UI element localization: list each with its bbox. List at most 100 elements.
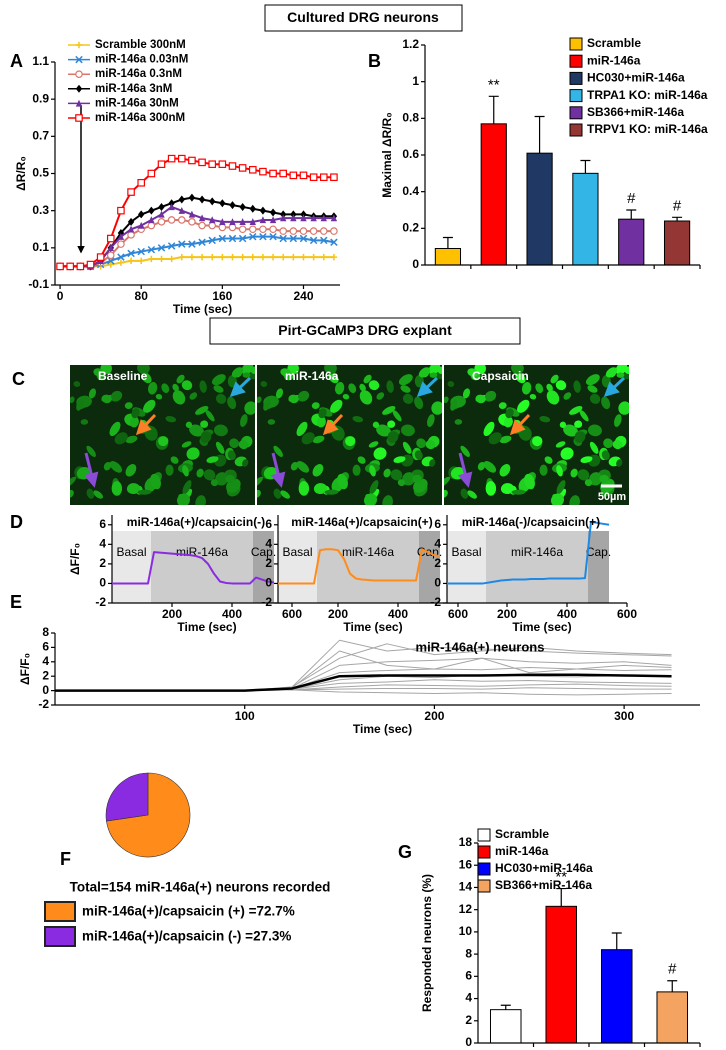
legend-label: Scramble 300nM: [95, 39, 186, 51]
cell: [615, 365, 628, 375]
cell: [227, 450, 236, 461]
cell: [569, 405, 583, 415]
cell: [556, 465, 563, 477]
marker: [218, 234, 227, 243]
image-label: miR-146a: [285, 369, 339, 383]
y-tick-label: 1: [412, 74, 419, 88]
cell: [402, 393, 414, 404]
cell: [550, 374, 559, 384]
marker: [208, 221, 217, 230]
cell: [416, 438, 426, 449]
cell: [176, 493, 191, 505]
legend-marker: [75, 114, 83, 122]
marker: [86, 260, 95, 269]
cell: [475, 394, 486, 404]
series-line: [60, 235, 335, 268]
cell: [460, 445, 470, 457]
cell: [93, 368, 104, 377]
marker: [127, 231, 135, 239]
cell: [485, 481, 497, 496]
bar: [663, 220, 691, 266]
marker: [127, 188, 135, 196]
cell: [539, 416, 551, 423]
chart-title: Total=154 miR-146a(+) neurons recorded: [70, 880, 331, 895]
marker: [330, 238, 338, 246]
chart-title: miR-146a(+)/capsaicin(-): [127, 515, 265, 529]
cell: [199, 380, 207, 393]
cell: [397, 479, 406, 487]
marker: [188, 253, 196, 261]
cell: [428, 365, 441, 375]
series-line: [447, 520, 610, 585]
marker: [218, 223, 227, 232]
y-tick-label: 2: [265, 556, 272, 570]
cell: [569, 495, 580, 505]
cell: [240, 414, 248, 427]
y-tick-label: 2: [99, 556, 106, 570]
y-axis-label: ΔF/F₀: [68, 543, 82, 575]
y-tick-label: 0: [99, 576, 106, 590]
y-tick-label: 0.3: [32, 203, 49, 217]
cell: [215, 441, 225, 454]
cell: [579, 410, 589, 422]
cell: [206, 456, 219, 463]
cell: [150, 473, 161, 490]
marker: [309, 227, 318, 235]
y-tick-label: 6: [265, 517, 272, 531]
legend-label: miR-146a: [495, 844, 549, 858]
cell: [260, 381, 268, 388]
cell: [431, 401, 442, 415]
scale-bar-label: 50µm: [598, 491, 627, 503]
arrow: [457, 452, 473, 488]
marker: [147, 245, 156, 254]
cell: [414, 396, 424, 410]
marker: [228, 223, 237, 232]
x-tick-label: 600: [282, 607, 302, 621]
cell: [363, 374, 372, 384]
marker: [259, 232, 267, 241]
cell: [499, 435, 512, 444]
cell: [435, 371, 442, 380]
marker: [309, 173, 318, 182]
marker: [66, 262, 75, 271]
marker: [147, 169, 156, 178]
marker: [229, 218, 236, 226]
cell: [86, 488, 95, 499]
cell: [205, 410, 215, 422]
x-axis-label: Time (sec): [512, 620, 571, 634]
x-axis-label: Time (sec): [177, 620, 236, 634]
marker: [177, 216, 186, 224]
cell: [345, 436, 356, 447]
cell: [383, 468, 391, 478]
region: [486, 531, 588, 603]
cell: [185, 421, 193, 429]
error-bar: [611, 932, 622, 950]
legend-marker: [75, 70, 83, 79]
legend-label: miR-146a 3nM: [95, 83, 172, 95]
cell: [125, 435, 138, 444]
error-bar: [556, 887, 567, 907]
cell: [585, 374, 600, 386]
cell: [400, 385, 411, 393]
marker: [248, 165, 257, 174]
marker: [127, 217, 135, 226]
y-tick-label: 0.4: [402, 184, 419, 198]
cell: [539, 464, 548, 476]
legend-marker: [75, 41, 83, 49]
cell: [275, 388, 284, 399]
series-line: [60, 157, 334, 268]
legend-swatch: [477, 845, 491, 859]
marker: [249, 218, 256, 226]
cell: [137, 365, 150, 375]
cell: [238, 439, 249, 450]
marker: [248, 225, 257, 234]
cell: [444, 489, 448, 498]
y-tick-label: 6: [434, 517, 441, 531]
legend-swatch: [44, 901, 76, 922]
cell: [311, 402, 320, 409]
y-tick-label: 4: [99, 537, 106, 551]
marker: [300, 214, 307, 222]
region: [112, 531, 151, 603]
